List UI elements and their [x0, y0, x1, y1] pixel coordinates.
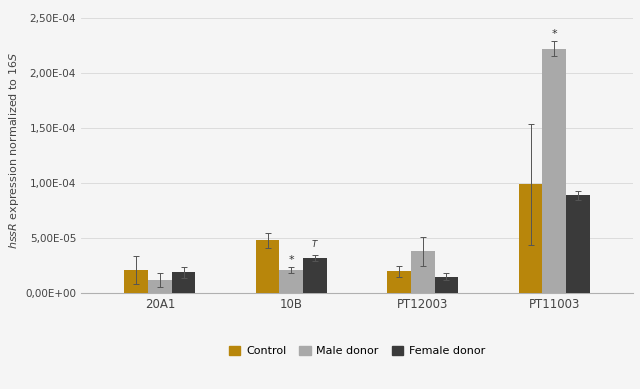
- Y-axis label: $\it{hssR}$ expression normalized to $\it{16S}$: $\it{hssR}$ expression normalized to $\i…: [7, 51, 21, 249]
- Bar: [280, 270, 303, 293]
- Legend: Control, Male donor, Female donor: Control, Male donor, Female donor: [225, 342, 489, 361]
- Text: *: *: [552, 30, 557, 39]
- Bar: [542, 49, 566, 293]
- Bar: [148, 280, 172, 293]
- Text: *: *: [289, 255, 294, 265]
- Bar: [411, 251, 435, 293]
- Bar: [124, 270, 148, 293]
- Bar: [387, 271, 411, 293]
- Bar: [435, 277, 458, 293]
- Bar: [303, 258, 327, 293]
- Bar: [256, 240, 280, 293]
- Bar: [172, 272, 195, 293]
- Bar: [518, 184, 542, 293]
- Text: $^T$: $^T$: [311, 240, 319, 253]
- Bar: [566, 195, 589, 293]
